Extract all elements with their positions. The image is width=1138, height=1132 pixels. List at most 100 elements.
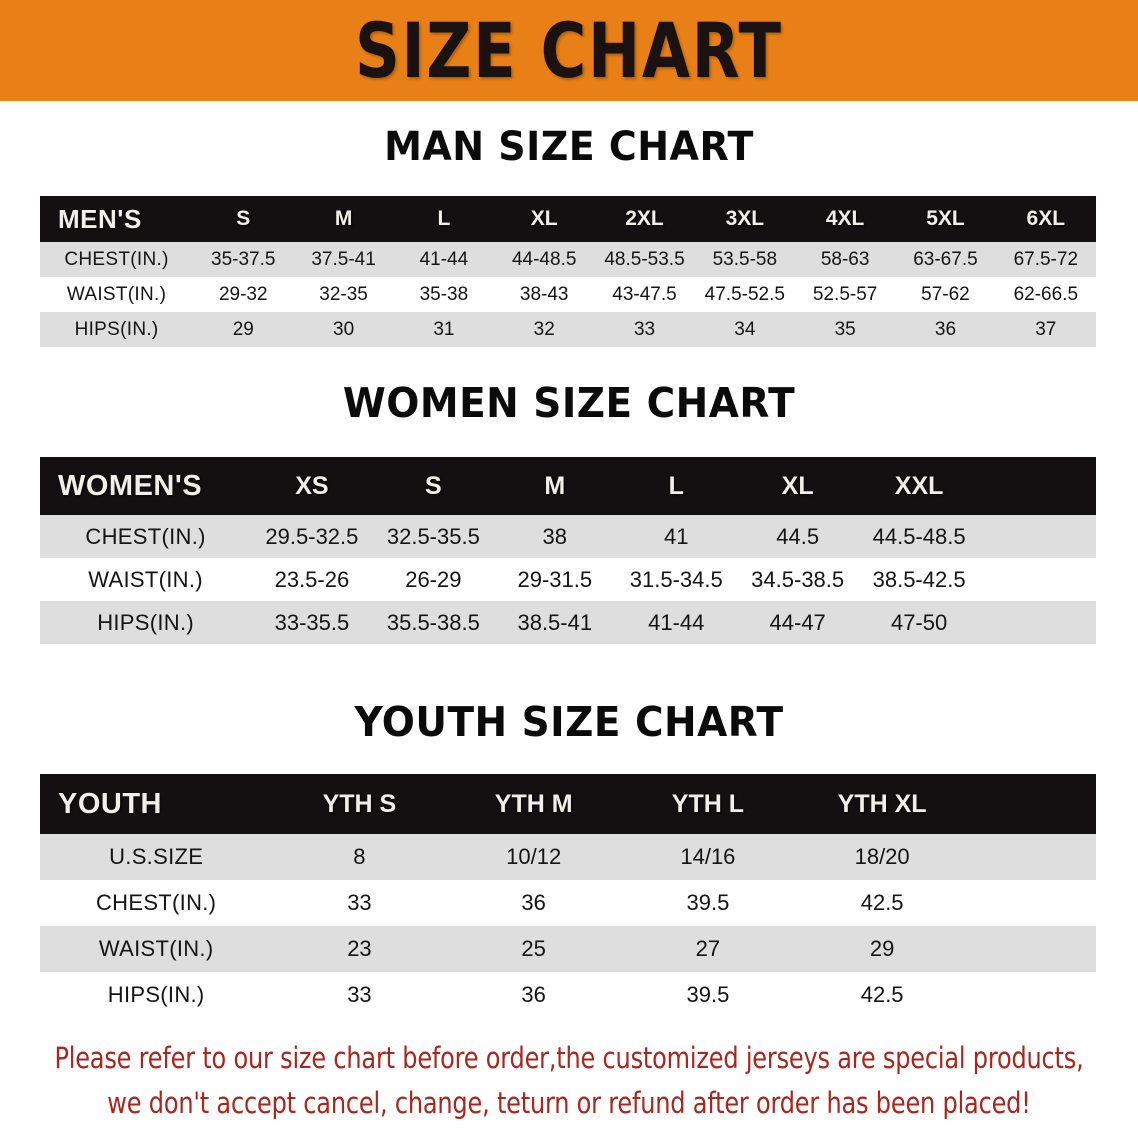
page-banner: SIZE CHART [0, 0, 1138, 101]
table-row: CHEST(IN.) 29.5-32.5 32.5-35.5 38 41 44.5 44.5… [40, 515, 1096, 558]
header-label-men: MEN'S [58, 203, 142, 234]
women-size-table: WOMEN'S XS S M L XL XXL CHEST(IN.) 29.5-32.5 32… [40, 457, 1096, 644]
measurement-cell: 23 [347, 936, 372, 961]
table-header-row: YOUTH YTH S YTH M YTH L YTH XL [40, 774, 1096, 834]
measurement-cell: 58-63 [820, 248, 870, 270]
measurement-cell: 33 [347, 890, 372, 915]
measurement-cell: 35 [834, 318, 856, 340]
cell-spacer [969, 880, 1096, 926]
measurement-cell: 27 [695, 936, 721, 961]
women-table-body: CHEST(IN.) 29.5-32.5 32.5-35.5 38 41 44.5 44.5… [40, 515, 1096, 644]
measurement-cell: 31.5-34.5 [629, 566, 723, 592]
section-title-women: WOMEN SIZE CHART [342, 379, 796, 427]
measurement-cell: 18/20 [854, 844, 910, 869]
measurement-cell: 44-47 [769, 609, 826, 635]
measurement-cell: 37.5-41 [311, 248, 376, 270]
size-header-m: M [544, 471, 566, 500]
measurement-cell: 35-38 [419, 283, 469, 305]
size-header-xl: XL [781, 471, 814, 500]
size-header-m: M [334, 207, 353, 230]
measurement-cell: 29 [869, 936, 895, 961]
size-header-yth-s: YTH S [322, 789, 397, 818]
measurement-cell: 38 [542, 523, 568, 549]
size-header-xl: XL [530, 207, 558, 230]
table-row: CHEST(IN.) 33 36 39.5 42.5 [40, 880, 1096, 926]
section-title-man: MAN SIZE CHART [384, 124, 754, 170]
disclaimer-text: Please refer to our size chart before or… [46, 1036, 1093, 1126]
measurement-cell: 35-37.5 [211, 248, 276, 270]
table-header-row: MEN'S S M L XL 2XL 3XL 4XL 5XL 6XL [40, 196, 1096, 242]
table-row: WAIST(IN.) 23.5-26 26-29 29-31.5 31.5-34.5 34… [40, 558, 1096, 601]
measurement-cell: 41-44 [419, 248, 469, 270]
measurement-cell: 35.5-38.5 [386, 609, 480, 635]
row-label: HIPS(IN.) [107, 982, 205, 1007]
measurement-cell: 47.5-52.5 [704, 283, 785, 305]
row-label: CHEST(IN.) [85, 523, 206, 549]
row-label: HIPS(IN.) [97, 609, 194, 635]
measurement-cell: 38-43 [519, 283, 569, 305]
row-label: U.S.SIZE [109, 844, 204, 869]
measurement-cell: 67.5-72 [1013, 248, 1079, 270]
size-header-2xl: 2XL [625, 207, 664, 230]
header-label-women: WOMEN'S [58, 469, 203, 502]
row-label: CHEST(IN.) [95, 890, 217, 915]
measurement-cell: 10/12 [506, 844, 562, 869]
header-label-youth: YOUTH [58, 787, 162, 820]
size-header-yth-l: YTH L [671, 789, 744, 818]
man-size-table: MEN'S S M L XL 2XL 3XL 4XL 5XL 6XL CHEST(IN.) 35-… [40, 196, 1096, 347]
measurement-cell: 44.5 [776, 523, 820, 549]
measurement-cell: 36 [521, 890, 546, 915]
cell-spacer [969, 834, 1096, 880]
row-label: HIPS(IN.) [74, 318, 159, 340]
measurement-cell: 25 [521, 936, 546, 961]
measurement-cell: 36 [934, 318, 957, 340]
table-row: CHEST(IN.) 35-37.5 37.5-41 41-44 44-48.5 48.5… [40, 242, 1096, 277]
table-row: U.S.SIZE 8 10/12 14/16 18/20 [40, 834, 1096, 880]
section-title-youth: YOUTH SIZE CHART [354, 698, 784, 746]
measurement-cell: 32-35 [319, 283, 368, 305]
table-header-row: WOMEN'S XS S M L XL XXL [40, 457, 1096, 515]
measurement-cell: 41-44 [648, 609, 705, 635]
measurement-cell: 29.5-32.5 [265, 523, 359, 549]
measurement-cell: 33 [633, 318, 656, 340]
size-header-xs: XS [295, 471, 329, 500]
measurement-cell: 23.5-26 [274, 566, 350, 592]
row-label: WAIST(IN.) [88, 566, 203, 592]
measurement-cell: 62-66.5 [1013, 283, 1079, 305]
measurement-cell: 38.5-41 [517, 609, 593, 635]
size-header-yth-m: YTH M [494, 789, 573, 818]
measurement-cell: 34 [734, 318, 756, 340]
measurement-cell: 36 [521, 982, 546, 1007]
cell-spacer [980, 558, 1096, 601]
measurement-cell: 29 [232, 318, 254, 340]
banner-title: SIZE CHART [355, 5, 783, 95]
measurement-cell: 32.5-35.5 [386, 523, 480, 549]
disclaimer-line-2: we don't accept cancel, change, teturn o… [107, 1086, 1031, 1120]
cell-spacer [969, 972, 1096, 1018]
measurement-cell: 30 [333, 318, 355, 340]
measurement-cell: 52.5-57 [812, 283, 878, 305]
measurement-cell: 34.5-38.5 [751, 566, 845, 592]
table-row: WAIST(IN.) 23 25 27 29 [40, 926, 1096, 972]
measurement-cell: 38.5-42.5 [872, 566, 966, 592]
measurement-cell: 42.5 [860, 982, 904, 1007]
table-row: WAIST(IN.) 29-32 32-35 35-38 38-43 43-47.5 47.… [40, 277, 1096, 312]
cell-spacer [980, 515, 1096, 558]
measurement-cell: 63-67.5 [913, 248, 978, 270]
measurement-cell: 53.5-58 [712, 248, 778, 270]
row-label: WAIST(IN.) [98, 936, 214, 961]
header-spacer [980, 457, 1096, 515]
measurement-cell: 33 [347, 982, 372, 1007]
youth-table-body: U.S.SIZE 8 10/12 14/16 18/20 CHEST(IN.) 33 36 39… [40, 834, 1096, 1018]
row-label: WAIST(IN.) [66, 283, 167, 305]
measurement-cell: 29-32 [218, 283, 268, 305]
size-header-yth-xl: YTH XL [837, 789, 927, 818]
measurement-cell: 14/16 [680, 844, 736, 869]
size-header-s: S [425, 471, 442, 500]
measurement-cell: 31 [433, 318, 455, 340]
cell-spacer [980, 601, 1096, 644]
size-header-l: L [437, 207, 451, 230]
row-label: CHEST(IN.) [64, 248, 169, 270]
man-table-body: CHEST(IN.) 35-37.5 37.5-41 41-44 44-48.5 48.5… [40, 242, 1096, 347]
measurement-cell: 39.5 [686, 982, 730, 1007]
